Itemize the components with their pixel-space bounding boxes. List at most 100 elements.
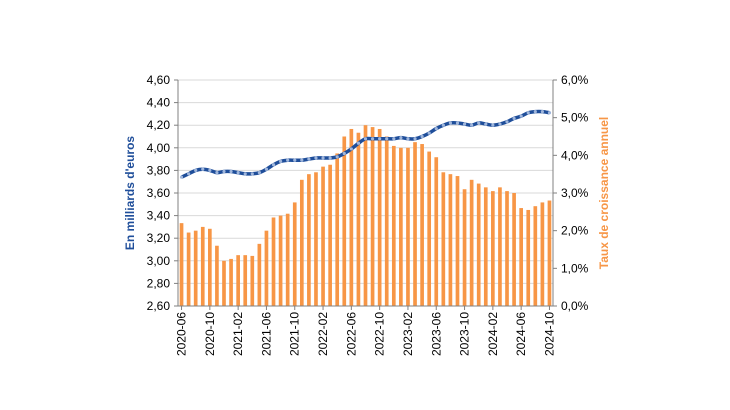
x-tick-label: 2024-02 — [486, 312, 500, 356]
growth-bar — [505, 191, 509, 306]
growth-bar — [448, 174, 453, 306]
amount-point — [505, 120, 509, 124]
growth-bar — [257, 243, 262, 306]
amount-point — [378, 137, 382, 141]
amount-point — [406, 137, 410, 141]
growth-bar — [498, 187, 502, 306]
right-tick-label: 6,0% — [561, 73, 589, 87]
growth-bar — [292, 202, 297, 306]
left-tick-label: 4,20 — [147, 118, 171, 132]
growth-bar — [314, 172, 318, 306]
growth-bar — [406, 147, 410, 306]
growth-bar — [434, 157, 439, 306]
x-tick-label: 2022-06 — [344, 312, 358, 356]
x-axis-ticks: 2020-06 2020-10 2021-02 2021-06 2021-10 2022-… — [175, 306, 556, 356]
growth-bar — [547, 200, 552, 306]
growth-bars — [179, 125, 552, 306]
amount-point — [264, 167, 269, 171]
left-tick-label: 3,40 — [147, 209, 171, 223]
growth-bar — [193, 230, 198, 306]
amount-point — [540, 110, 544, 114]
amount-point — [236, 171, 240, 175]
growth-bar — [285, 213, 290, 306]
amount-point — [314, 156, 318, 160]
left-tick-label: 2,80 — [147, 276, 171, 290]
amount-point — [455, 121, 460, 125]
amount-point — [491, 123, 495, 127]
amount-point — [321, 156, 325, 160]
growth-bar — [391, 145, 396, 306]
growth-bar — [533, 206, 538, 306]
x-tick-label: 2020-06 — [175, 312, 189, 356]
growth-bar — [455, 176, 460, 306]
growth-bar — [328, 164, 332, 306]
amount-point — [243, 172, 247, 176]
amount-point — [519, 114, 523, 118]
amount-point — [300, 158, 304, 162]
x-tick-label: 2022-10 — [373, 312, 387, 356]
growth-bar — [208, 228, 212, 306]
x-tick-label: 2020-10 — [203, 312, 217, 356]
growth-bar — [342, 136, 347, 306]
x-tick-label: 2022-02 — [316, 312, 330, 356]
amount-point — [427, 131, 431, 135]
x-tick-label: 2023-06 — [429, 312, 443, 356]
growth-bar — [250, 255, 255, 306]
right-axis-ticks: 0,0% 1,0% 2,0% 3,0% 4,0% 5,0% 6,0% — [553, 73, 589, 313]
amount-point — [208, 168, 212, 172]
amount-point — [526, 111, 530, 115]
left-tick-label: 2,60 — [147, 299, 171, 313]
x-tick-label: 2023-10 — [458, 312, 472, 356]
right-tick-label: 2,0% — [561, 224, 589, 238]
amount-point — [229, 169, 233, 174]
amount-point — [399, 136, 403, 140]
amount-point — [462, 122, 467, 126]
growth-bar — [200, 226, 205, 306]
growth-bar — [491, 191, 495, 306]
growth-bar — [264, 230, 269, 306]
growth-bar — [370, 127, 375, 306]
growth-bar — [476, 183, 481, 306]
amount-point — [194, 168, 198, 172]
left-tick-label: 3,00 — [147, 254, 171, 268]
left-tick-label: 4,40 — [147, 96, 171, 110]
amount-point — [349, 147, 353, 151]
left-tick-label: 3,80 — [147, 163, 171, 177]
amount-point — [484, 122, 488, 126]
amount-point — [250, 172, 254, 176]
x-tick-label: 2021-06 — [259, 312, 273, 356]
amount-point — [307, 157, 311, 161]
x-tick-label: 2024-10 — [542, 312, 556, 356]
growth-bar — [186, 232, 191, 306]
x-tick-label: 2021-10 — [288, 312, 302, 356]
amount-point — [201, 167, 205, 171]
growth-bar — [462, 189, 467, 306]
amount-point — [215, 171, 219, 175]
growth-bar — [278, 215, 283, 306]
amount-point — [222, 169, 226, 174]
amount-point — [286, 158, 290, 162]
amount-point — [363, 137, 368, 141]
amount-point — [533, 110, 537, 114]
amount-point — [392, 137, 396, 141]
growth-bar — [441, 172, 446, 306]
amount-point — [342, 151, 346, 156]
amount-point — [271, 163, 276, 167]
x-tick-label: 2024-06 — [514, 312, 528, 356]
amount-point — [370, 137, 375, 141]
growth-bar — [356, 132, 361, 306]
amount-point — [328, 156, 332, 160]
growth-bar — [363, 125, 368, 306]
growth-bar — [540, 202, 545, 306]
amount-point — [448, 121, 453, 125]
growth-bar — [519, 208, 523, 306]
amount-point — [420, 134, 424, 139]
growth-bar — [307, 174, 311, 306]
growth-bar — [243, 255, 248, 306]
left-tick-label: 4,00 — [147, 141, 171, 155]
growth-bar — [384, 136, 389, 306]
amount-point — [179, 175, 184, 179]
amount-point — [257, 171, 261, 175]
amount-point — [498, 122, 502, 126]
